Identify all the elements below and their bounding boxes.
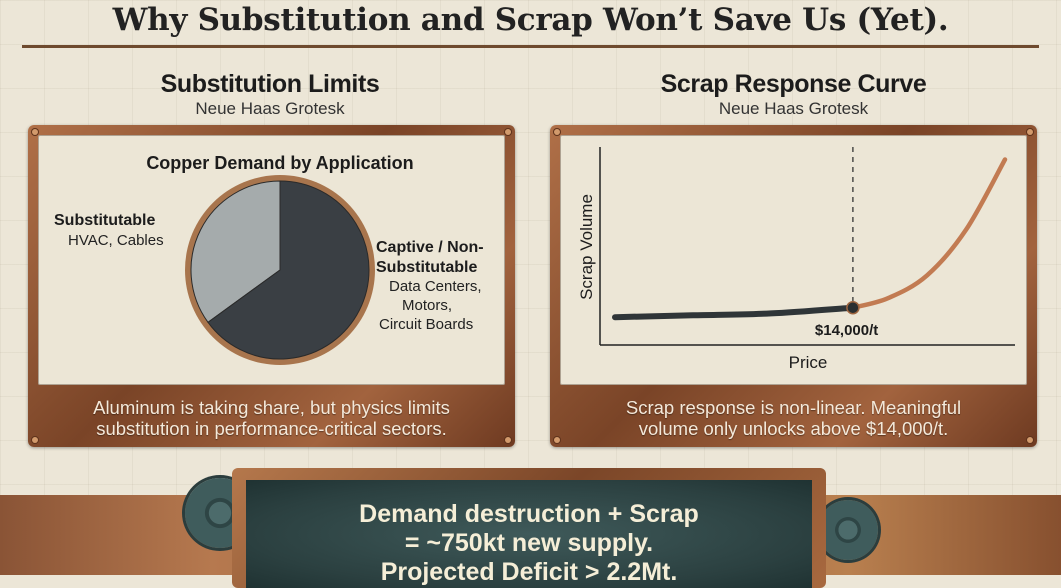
substitutable-label: Substitutable: [54, 212, 155, 229]
threshold-label: $14,000/t: [815, 322, 878, 339]
summary-chalkboard: Demand destruction + Scrap = ~750kt new …: [246, 480, 812, 588]
captive-detail-line2: Motors,: [402, 297, 452, 314]
scrap-subheading: Neue Haas Grotesk: [718, 99, 869, 118]
threshold-point: [846, 300, 860, 315]
scrap-chart: Scrap Volume Price $14,000/t: [577, 147, 1015, 372]
substitution-heading: Substitution Limits: [160, 70, 380, 98]
pie-slice-substitutable: [190, 180, 281, 324]
summary-text: Demand destruction + Scrap = ~750kt new …: [246, 500, 812, 587]
scrap-panel: Scrap Volume Price $14,000/t Scrap respo…: [550, 125, 1037, 447]
scrap-curve-low: [612, 304, 856, 321]
summary-line3: Projected Deficit > 2.2Mt.: [380, 558, 678, 586]
y-axis-label: Scrap Volume: [577, 194, 596, 300]
scrap-curve-high: [850, 157, 1008, 310]
scrap-caption: Scrap response is non-linear. Meaningful…: [550, 397, 1037, 439]
title-divider: [22, 45, 1039, 48]
scrap-caption-line1: Scrap response is non-linear. Meaningful: [625, 397, 962, 418]
rivet: [1027, 437, 1033, 443]
substitution-caption-line2: substitution in performance-critical sec…: [96, 418, 447, 439]
summary-line2: = ~750kt new supply.: [404, 529, 654, 557]
rivet: [32, 437, 38, 443]
scrap-chart-area: Scrap Volume Price $14,000/t: [560, 135, 1027, 385]
summary-frame: Demand destruction + Scrap = ~750kt new …: [232, 468, 826, 588]
rivet: [505, 129, 511, 135]
pie-slice-captive: [207, 180, 370, 360]
x-axis-label: Price: [789, 353, 828, 372]
pie-slices: [190, 180, 370, 360]
rivet: [505, 437, 511, 443]
substitution-panel: Copper Demand by Application Substitutab…: [28, 125, 515, 447]
pie-chart-area: Copper Demand by Application Substitutab…: [38, 135, 505, 385]
rivet: [1027, 129, 1033, 135]
rivet: [32, 129, 38, 135]
rivet: [554, 129, 560, 135]
captive-detail-line3: Circuit Boards: [379, 316, 473, 333]
substitution-caption-line1: Aluminum is taking share, but physics li…: [93, 397, 450, 418]
rivet: [554, 437, 560, 443]
captive-detail-line1: Data Centers,: [389, 278, 482, 295]
pie-chart-title: Copper Demand by Application: [146, 153, 413, 173]
scrap-caption-line2: volume only unlocks above $14,000/t.: [638, 418, 949, 439]
captive-label-line1: Captive / Non-: [376, 239, 484, 256]
captive-label-line2: Substitutable: [376, 259, 477, 276]
gear-icon: [818, 500, 878, 560]
pie-chart: Copper Demand by Application Substitutab…: [54, 153, 484, 365]
page-title: Why Substitution and Scrap Won’t Save Us…: [112, 2, 949, 38]
substitution-subheading: Neue Haas Grotesk: [195, 99, 345, 118]
summary-line1: Demand destruction + Scrap: [359, 500, 699, 528]
substitution-caption: Aluminum is taking share, but physics li…: [28, 397, 515, 439]
substitutable-detail: HVAC, Cables: [68, 232, 164, 249]
scrap-heading: Scrap Response Curve: [660, 70, 927, 98]
